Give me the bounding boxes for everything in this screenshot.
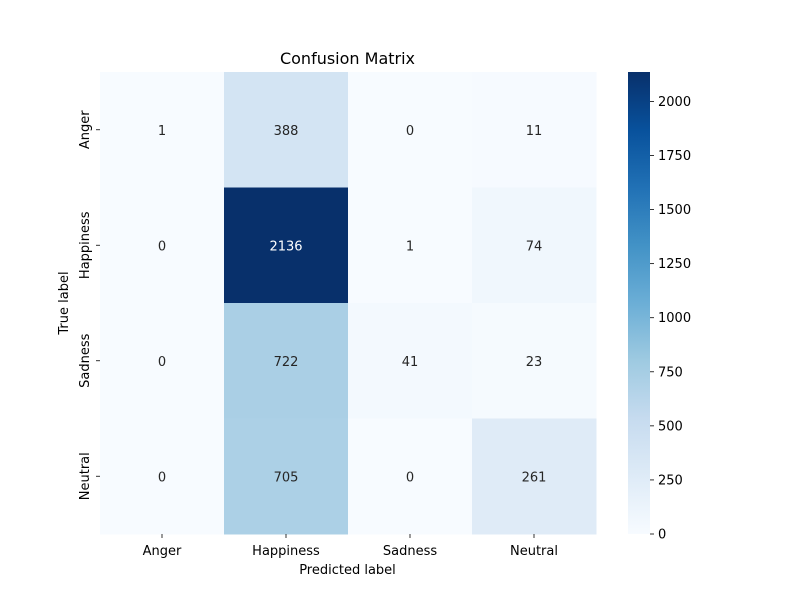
chart-title: Confusion Matrix <box>280 49 415 68</box>
cell-value-label: 0 <box>406 124 414 139</box>
y-tick-label: Neutral <box>78 452 93 500</box>
heatmap-cell <box>348 303 473 419</box>
cell-value-label: 0 <box>158 355 166 370</box>
colorbar-tick-label: 1000 <box>658 311 691 326</box>
x-axis-label: Predicted label <box>299 563 396 578</box>
cell-value-label: 388 <box>274 124 299 139</box>
colorbar-gradient <box>628 72 650 534</box>
colorbar-tick-label: 500 <box>658 419 683 434</box>
heatmap-cell <box>224 72 349 188</box>
colorbar-tick-label: 1500 <box>658 203 691 218</box>
cell-value-label: 41 <box>402 355 419 370</box>
x-tick-label: Neutral <box>510 544 558 559</box>
heatmap-cell <box>100 303 225 419</box>
colorbar-tick-label: 1250 <box>658 257 691 272</box>
y-tick-label: Sadness <box>78 333 93 387</box>
colorbar-tick-label: 750 <box>658 365 683 380</box>
colorbar-tick-label: 1750 <box>658 149 691 164</box>
y-tick-label: Happiness <box>78 211 93 279</box>
heatmap-cell <box>472 72 597 188</box>
cell-value-label: 0 <box>406 470 414 485</box>
y-tick-label: Anger <box>78 110 93 149</box>
heatmap-cell <box>100 418 225 535</box>
heatmap-cell <box>472 187 597 304</box>
cell-value-label: 11 <box>526 124 543 139</box>
colorbar: 0 250 500 750 1000 1250 1500 1750 2000 <box>628 72 691 543</box>
cell-value-label: 1 <box>158 124 166 139</box>
heatmap-cell <box>224 303 349 419</box>
cell-value-label: 722 <box>274 355 299 370</box>
cell-value-label: 261 <box>522 470 547 485</box>
x-tick-label: Happiness <box>252 544 320 559</box>
cell-value-label: 74 <box>526 239 543 254</box>
cell-value-label: 0 <box>158 470 166 485</box>
cell-value-label: 1 <box>406 239 414 254</box>
heatmap-cell <box>224 187 349 304</box>
heatmap-cell <box>224 418 349 535</box>
x-tick-labels: Anger Happiness Sadness Neutral <box>143 534 558 559</box>
cell-value-label: 0 <box>158 239 166 254</box>
cell-value-label: 705 <box>274 470 299 485</box>
x-tick-label: Anger <box>143 544 182 559</box>
y-axis-label: True label <box>57 271 72 335</box>
heatmap-cell <box>472 418 597 535</box>
heatmap-cell <box>348 187 473 304</box>
heatmap-cell <box>100 72 225 188</box>
heatmap-cell <box>100 187 225 304</box>
heatmap-cell <box>348 418 473 535</box>
x-tick-label: Sadness <box>383 544 437 559</box>
cell-value-label: 23 <box>526 355 543 370</box>
colorbar-tick-label: 250 <box>658 473 683 488</box>
y-tick-labels: Anger Happiness Sadness Neutral <box>78 110 100 500</box>
cell-value-label: 2136 <box>269 239 302 254</box>
heatmap-cell <box>348 72 473 188</box>
heatmap-cell <box>472 303 597 419</box>
colorbar-tick-label: 2000 <box>658 95 691 110</box>
heatmap-cells: 1 388 0 11 0 2136 1 74 0 722 41 23 0 705 0 261 <box>100 72 597 535</box>
colorbar-tick-label: 0 <box>658 528 666 543</box>
